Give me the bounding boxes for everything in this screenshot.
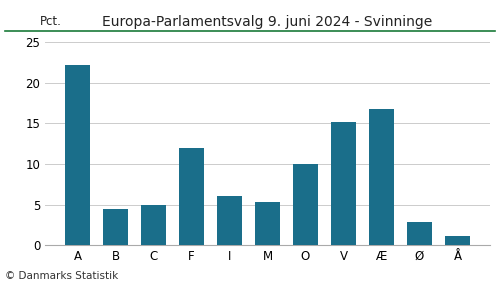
Bar xyxy=(293,164,318,245)
Bar xyxy=(179,148,204,245)
Bar xyxy=(65,65,90,245)
Text: © Danmarks Statistik: © Danmarks Statistik xyxy=(5,271,118,281)
Bar xyxy=(217,196,242,245)
Bar xyxy=(255,202,280,245)
Bar xyxy=(103,209,128,245)
Bar xyxy=(445,236,470,245)
Bar xyxy=(141,206,166,245)
Title: Europa-Parlamentsvalg 9. juni 2024 - Svinninge: Europa-Parlamentsvalg 9. juni 2024 - Svi… xyxy=(102,14,432,28)
Bar xyxy=(407,222,432,245)
Bar xyxy=(331,122,356,245)
Bar xyxy=(369,109,394,245)
Text: Pct.: Pct. xyxy=(40,15,62,28)
